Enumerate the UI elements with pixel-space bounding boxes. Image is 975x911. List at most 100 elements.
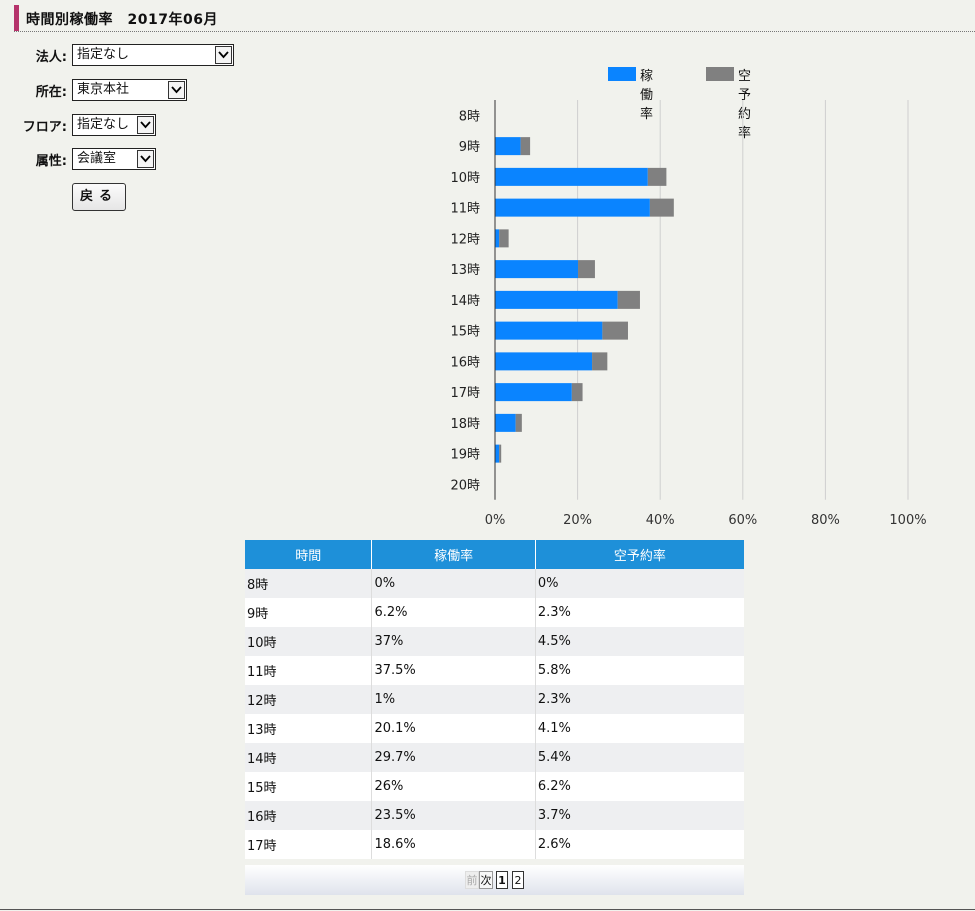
x-tick-label: 60% xyxy=(728,513,757,528)
cell-utilization: 37% xyxy=(371,627,536,656)
x-tick-label: 100% xyxy=(889,513,926,528)
bar-empty-reservation xyxy=(520,137,531,156)
bar-empty-reservation xyxy=(647,167,667,186)
bar-empty-reservation xyxy=(571,383,583,402)
cell-time: 11時 xyxy=(245,656,373,685)
cell-utilization: 18.6% xyxy=(371,830,536,859)
pager-page-1[interactable]: 1 xyxy=(496,871,508,889)
pager-page-2[interactable]: 2 xyxy=(512,871,524,889)
bar-empty-reservation xyxy=(499,229,509,248)
cell-empty-reservation: 5.4% xyxy=(535,743,744,772)
table-row: 15時 26% 6.2% xyxy=(245,772,744,801)
cell-time: 9時 xyxy=(245,598,373,627)
bar-utilization xyxy=(495,290,618,309)
chevron-down-icon xyxy=(137,116,154,134)
cell-time: 10時 xyxy=(245,627,373,656)
bar-empty-reservation xyxy=(592,352,608,371)
bar-empty-reservation xyxy=(617,290,640,309)
table-body: 8時 0% 0% 9時 6.2% 2.3% 10時 37% 4.5% 11時 37.5% 5.8% 12… xyxy=(245,569,744,859)
bar-utilization xyxy=(495,352,593,371)
bar-empty-reservation xyxy=(499,444,502,463)
table-row: 8時 0% 0% xyxy=(245,569,744,598)
floor-select-value: 指定なし xyxy=(77,117,130,132)
cell-time: 17時 xyxy=(245,830,373,859)
corporation-select[interactable]: 指定なし xyxy=(72,44,234,66)
bar-empty-reservation xyxy=(578,260,595,279)
location-select[interactable]: 東京本社 xyxy=(72,79,187,101)
cell-time: 14時 xyxy=(245,743,373,772)
y-tick-label: 8時 xyxy=(459,109,480,124)
cell-empty-reservation: 6.2% xyxy=(535,772,744,801)
chevron-down-icon xyxy=(215,46,232,64)
cell-utilization: 26% xyxy=(371,772,536,801)
cell-time: 12時 xyxy=(245,685,373,714)
y-tick-label: 9時 xyxy=(459,140,480,155)
table-row: 11時 37.5% 5.8% xyxy=(245,656,744,685)
attribute-select-value: 会議室 xyxy=(77,151,117,166)
cell-utilization: 1% xyxy=(371,685,536,714)
table-row: 9時 6.2% 2.3% xyxy=(245,598,744,627)
cell-utilization: 0% xyxy=(371,569,536,598)
legend-label-utilization: 稼働率 xyxy=(640,69,654,122)
cell-empty-reservation: 0% xyxy=(535,569,744,598)
column-header-time[interactable]: 時間 xyxy=(245,540,373,569)
bar-utilization xyxy=(495,137,521,156)
bar-utilization xyxy=(495,260,579,279)
x-tick-label: 80% xyxy=(811,513,840,528)
cell-empty-reservation: 2.3% xyxy=(535,598,744,627)
y-tick-label: 18時 xyxy=(450,417,480,432)
y-tick-label: 15時 xyxy=(450,325,480,340)
bottom-divider xyxy=(0,909,975,910)
column-header-utilization[interactable]: 稼働率 xyxy=(371,540,536,569)
cell-empty-reservation: 4.5% xyxy=(535,627,744,656)
corporation-select-value: 指定なし xyxy=(77,47,130,62)
x-tick-label: 0% xyxy=(485,513,506,528)
bar-empty-reservation xyxy=(649,198,674,217)
cell-utilization: 20.1% xyxy=(371,714,536,743)
cell-empty-reservation: 2.6% xyxy=(535,830,744,859)
filter-label-floor: フロア: xyxy=(22,120,67,135)
location-select-value: 東京本社 xyxy=(77,82,130,97)
table-row: 16時 23.5% 3.7% xyxy=(245,801,744,830)
legend-swatch-utilization xyxy=(608,67,636,81)
column-header-empty-reservation[interactable]: 空予約率 xyxy=(535,540,744,569)
cell-time: 13時 xyxy=(245,714,373,743)
back-button[interactable]: 戻る xyxy=(72,183,126,211)
bar-utilization xyxy=(495,444,500,463)
cell-time: 15時 xyxy=(245,772,373,801)
bar-utilization xyxy=(495,383,572,402)
y-tick-label: 11時 xyxy=(450,202,480,217)
cell-empty-reservation: 4.1% xyxy=(535,714,744,743)
cell-utilization: 29.7% xyxy=(371,743,536,772)
bar-utilization xyxy=(495,167,648,186)
bar-utilization xyxy=(495,413,516,432)
table-row: 17時 18.6% 2.6% xyxy=(245,830,744,859)
table-header-row: 時間 稼働率 空予約率 xyxy=(245,540,744,569)
cell-empty-reservation: 3.7% xyxy=(535,801,744,830)
bar-empty-reservation xyxy=(515,413,522,432)
cell-empty-reservation: 5.8% xyxy=(535,656,744,685)
y-tick-label: 17時 xyxy=(450,386,480,401)
pager-next-button[interactable]: 次 xyxy=(479,871,493,889)
floor-select[interactable]: 指定なし xyxy=(72,114,156,136)
y-tick-label: 12時 xyxy=(450,232,480,247)
attribute-select[interactable]: 会議室 xyxy=(72,148,156,170)
utilization-bar-chart: 0% 20% 40% 60% 80% 100% 8時 9時 10時 11時 12時 13時 14時 15時… xyxy=(450,100,927,528)
x-tick-label: 20% xyxy=(563,513,592,528)
cell-utilization: 23.5% xyxy=(371,801,536,830)
y-tick-label: 10時 xyxy=(450,171,480,186)
legend-swatch-empty-reservation xyxy=(706,67,734,81)
y-tick-label: 19時 xyxy=(450,448,480,463)
page-title: 時間別稼働率 2017年06月 xyxy=(26,12,218,28)
filter-label-location: 所在: xyxy=(35,85,67,100)
table-row: 13時 20.1% 4.1% xyxy=(245,714,744,743)
pager-prev-button[interactable]: 前 xyxy=(465,871,479,889)
bar-empty-reservation xyxy=(602,321,628,340)
cell-time: 16時 xyxy=(245,801,373,830)
table-row: 14時 29.7% 5.4% xyxy=(245,743,744,772)
bar-utilization xyxy=(495,229,500,248)
y-tick-label: 14時 xyxy=(450,294,480,309)
y-tick-label: 13時 xyxy=(450,263,480,278)
cell-empty-reservation: 2.3% xyxy=(535,685,744,714)
table-row: 12時 1% 2.3% xyxy=(245,685,744,714)
